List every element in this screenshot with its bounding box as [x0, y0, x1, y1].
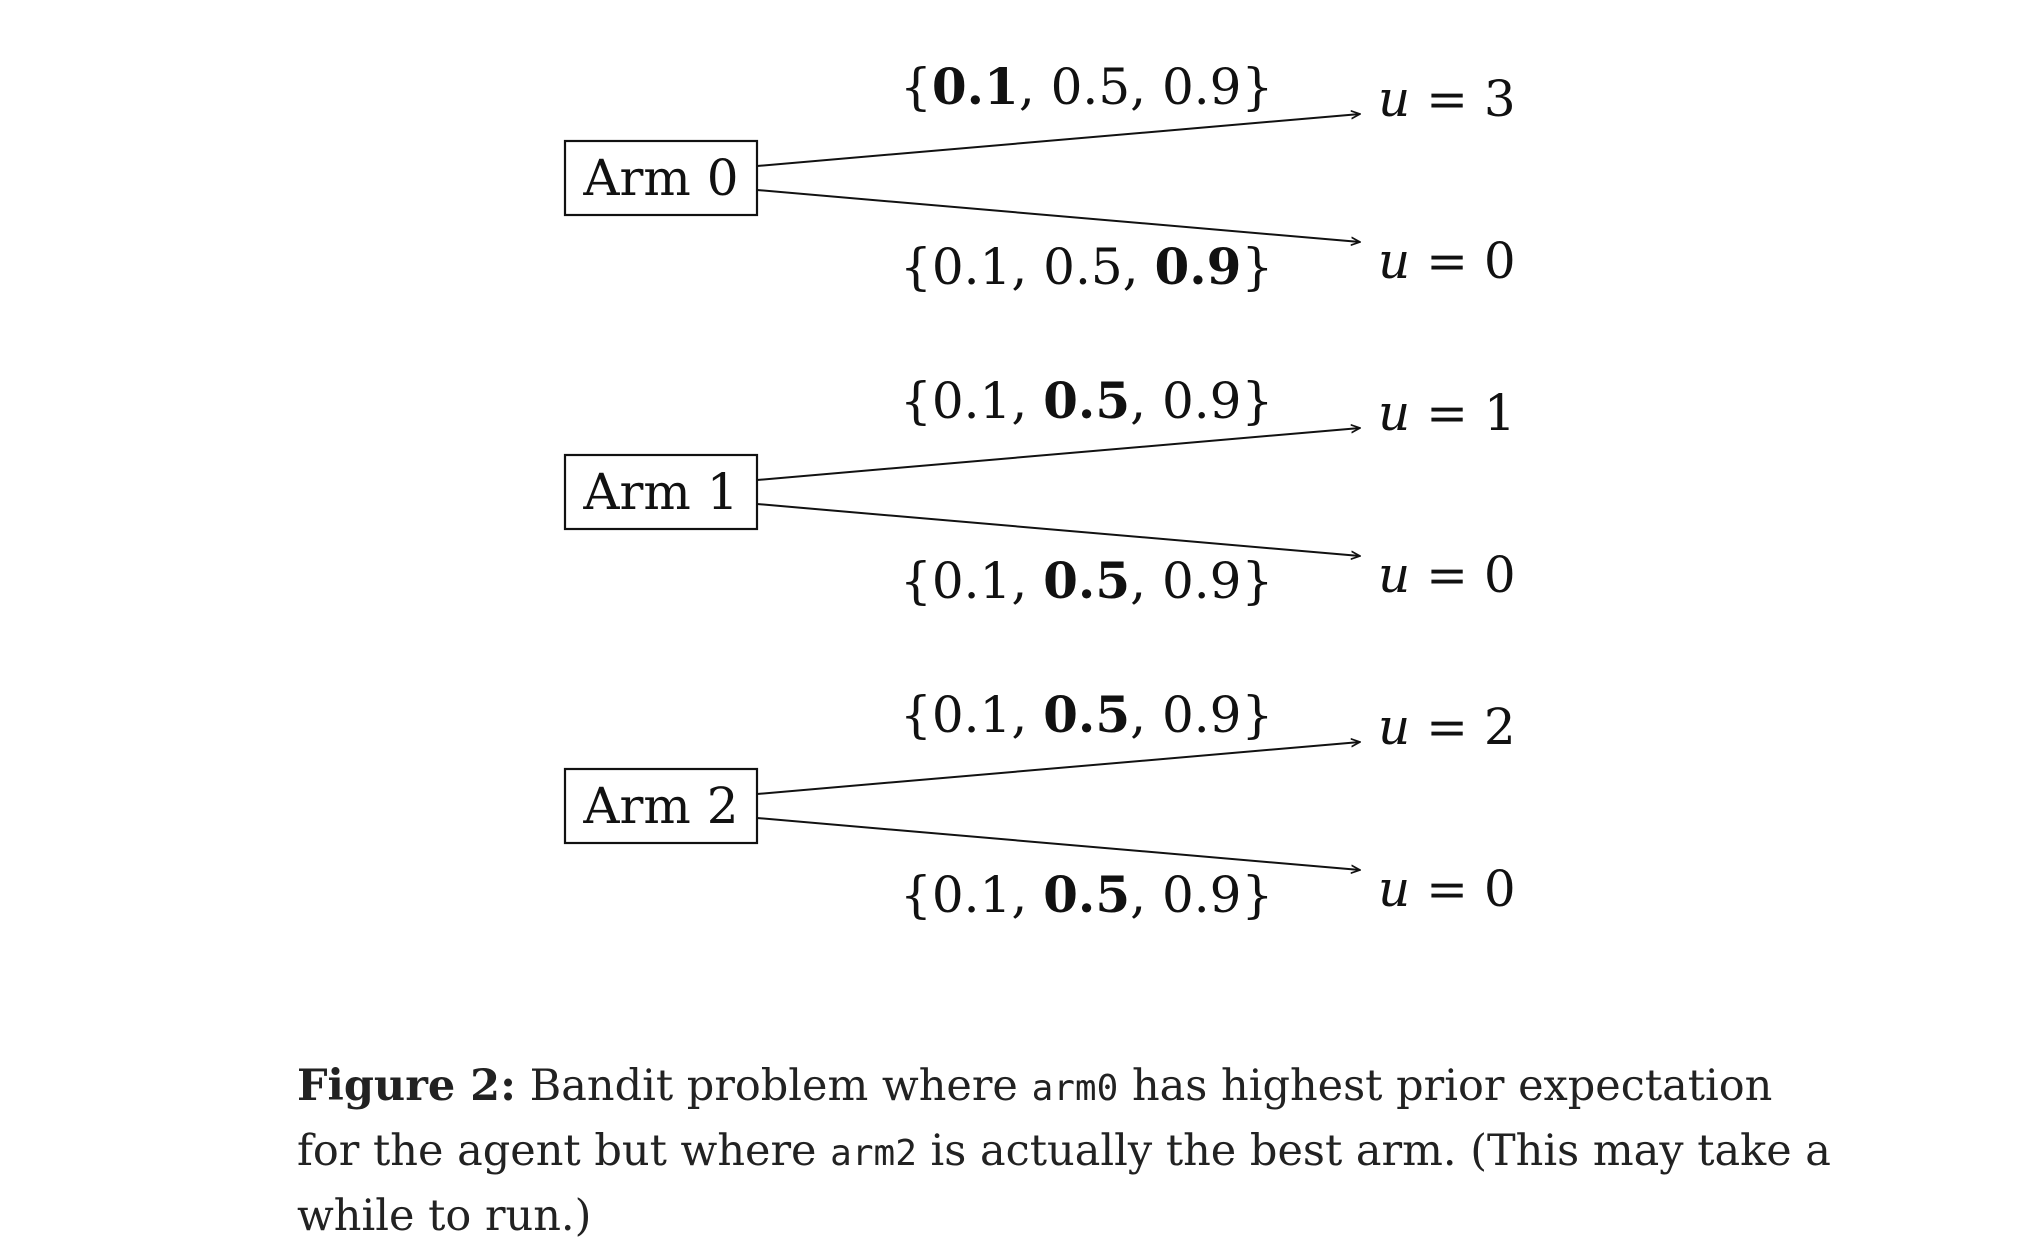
- utility-variable: u: [1378, 232, 1410, 290]
- arm-2-upper-arrow: [756, 742, 1360, 795]
- prob-value: 0.9: [1162, 552, 1242, 610]
- prob-value: 0.9: [1162, 866, 1242, 924]
- equals-sign: =: [1410, 384, 1484, 442]
- utility-value: 0: [1484, 232, 1516, 290]
- prob-value: 0.5: [1051, 58, 1131, 116]
- prob-value: 0.1: [932, 866, 1012, 924]
- arm-0-lower-utility: u = 0: [1378, 232, 1516, 290]
- open-brace: {: [900, 58, 932, 116]
- equals-sign: =: [1410, 698, 1484, 756]
- comma: ,: [1011, 686, 1043, 744]
- comma: ,: [1130, 686, 1162, 744]
- arm-1-upper-utility: u = 1: [1378, 384, 1516, 442]
- caption-text-3: is actually the best arm. (This may take…: [297, 1126, 1831, 1241]
- comma: ,: [1130, 866, 1162, 924]
- open-brace: {: [900, 372, 932, 430]
- arm-1-lower-prob-set: {0.1, 0.5, 0.9}: [900, 551, 1273, 610]
- caption-text-2: has highest prior expectation for the ag…: [297, 1061, 1773, 1176]
- arm-0-lower-prob-set: {0.1, 0.5, 0.9}: [900, 237, 1273, 296]
- arm-1-label: Arm 1: [582, 463, 738, 521]
- caption-code-arm2: arm2: [830, 1133, 917, 1174]
- prob-value: 0.9: [1162, 372, 1242, 430]
- comma: ,: [1130, 372, 1162, 430]
- utility-value: 0: [1484, 860, 1516, 918]
- comma: ,: [1019, 58, 1051, 116]
- prob-value: 0.9: [1154, 237, 1241, 296]
- close-brace: }: [1241, 58, 1273, 116]
- prob-value: 0.9: [1162, 58, 1242, 116]
- arm-0-box: [563, 139, 759, 217]
- prob-value: 0.5: [1043, 865, 1130, 924]
- caption-text-1: Bandit problem where: [529, 1061, 1018, 1111]
- arm-1-upper-prob-set: {0.1, 0.5, 0.9}: [900, 371, 1273, 430]
- arm-2-lower-prob-set: {0.1, 0.5, 0.9}: [900, 865, 1273, 924]
- utility-variable: u: [1378, 698, 1410, 756]
- equals-sign: =: [1410, 70, 1484, 128]
- prob-value: 0.5: [1043, 371, 1130, 430]
- figure-label: Figure 2:: [297, 1061, 516, 1111]
- prob-value: 0.1: [932, 552, 1012, 610]
- arm-2-lower-utility: u = 0: [1378, 860, 1516, 918]
- arm-0-upper-arrow: [756, 114, 1360, 167]
- prob-value: 0.1: [932, 57, 1019, 116]
- prob-value: 0.5: [1043, 551, 1130, 610]
- open-brace: {: [900, 866, 932, 924]
- figure-caption: Figure 2: Bandit problem where arm0 has …: [297, 1055, 1837, 1248]
- utility-value: 0: [1484, 546, 1516, 604]
- caption-code-arm0: arm0: [1031, 1068, 1119, 1109]
- arm-2-group: Arm 2 {0.1, 0.5, 0.9} u = 2 {0.1, 0.5, 0.9}…: [563, 685, 1516, 924]
- open-brace: {: [900, 552, 932, 610]
- arm-2-lower-arrow: [756, 817, 1360, 870]
- prob-value: 0.9: [1162, 686, 1242, 744]
- close-brace: }: [1241, 552, 1273, 610]
- open-brace: {: [900, 238, 932, 296]
- arm-1-upper-arrow: [756, 428, 1360, 481]
- arm-0-group: Arm 0 {0.1, 0.5, 0.9} u = 3 {0.1, 0.5, 0.9}…: [563, 57, 1516, 296]
- comma: ,: [1011, 372, 1043, 430]
- comma: ,: [1011, 238, 1043, 296]
- close-brace: }: [1241, 372, 1273, 430]
- arm-1-lower-arrow: [756, 503, 1360, 556]
- arm-2-label: Arm 2: [582, 777, 738, 835]
- prob-value: 0.5: [1043, 685, 1130, 744]
- close-brace: }: [1241, 866, 1273, 924]
- arm-0-upper-utility: u = 3: [1378, 70, 1516, 128]
- arm-0-lower-arrow: [756, 189, 1360, 242]
- comma: ,: [1011, 552, 1043, 610]
- prob-value: 0.1: [932, 238, 1012, 296]
- bandit-diagram: Arm 0 {0.1, 0.5, 0.9} u = 3 {0.1, 0.5, 0.9}…: [563, 57, 1516, 924]
- comma: ,: [1130, 58, 1162, 116]
- prob-value: 0.1: [932, 372, 1012, 430]
- utility-value: 2: [1484, 698, 1516, 756]
- arm-2-upper-prob-set: {0.1, 0.5, 0.9}: [900, 685, 1273, 744]
- arm-1-box: [563, 453, 759, 531]
- comma: ,: [1011, 866, 1043, 924]
- arm-1-lower-utility: u = 0: [1378, 546, 1516, 604]
- prob-value: 0.5: [1043, 238, 1123, 296]
- utility-variable: u: [1378, 384, 1410, 442]
- equals-sign: =: [1410, 232, 1484, 290]
- arm-2-upper-utility: u = 2: [1378, 698, 1516, 756]
- utility-variable: u: [1378, 860, 1410, 918]
- utility-value: 1: [1484, 384, 1516, 442]
- equals-sign: =: [1410, 860, 1484, 918]
- utility-variable: u: [1378, 546, 1410, 604]
- close-brace: }: [1241, 686, 1273, 744]
- close-brace: }: [1241, 238, 1273, 296]
- equals-sign: =: [1410, 546, 1484, 604]
- utility-value: 3: [1484, 70, 1516, 128]
- prob-value: 0.1: [932, 686, 1012, 744]
- arm-1-group: Arm 1 {0.1, 0.5, 0.9} u = 1 {0.1, 0.5, 0.9}…: [563, 371, 1516, 610]
- open-brace: {: [900, 686, 932, 744]
- comma: ,: [1130, 552, 1162, 610]
- arm-0-label: Arm 0: [582, 149, 738, 207]
- arm-2-box: [563, 767, 759, 845]
- arm-0-upper-prob-set: {0.1, 0.5, 0.9}: [900, 57, 1273, 116]
- utility-variable: u: [1378, 70, 1410, 128]
- comma: ,: [1123, 238, 1155, 296]
